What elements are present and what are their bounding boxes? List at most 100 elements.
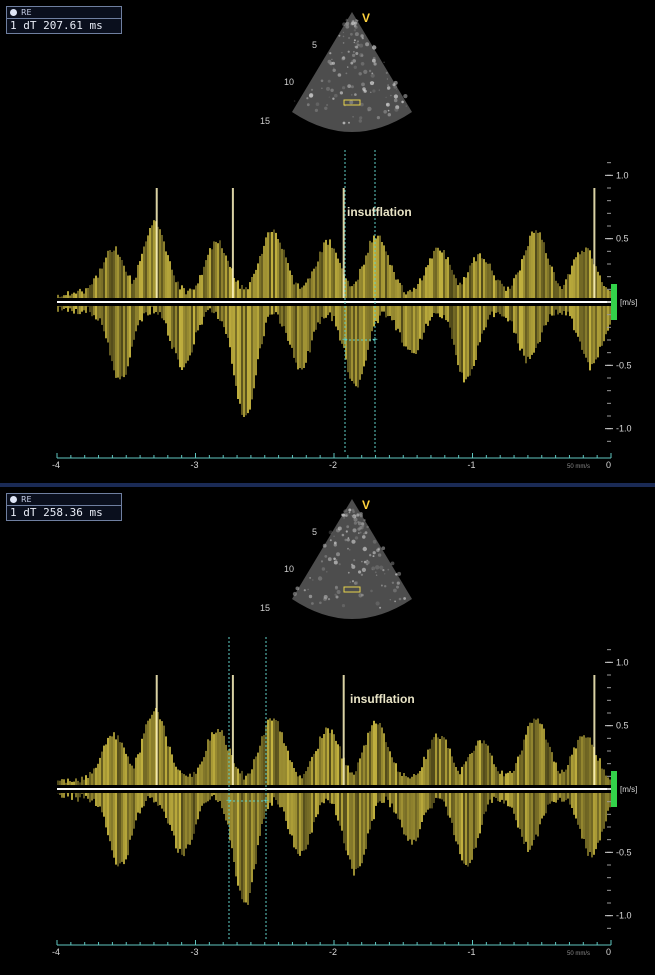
spectrum-column-negative <box>571 793 573 808</box>
spectrum-column-negative <box>293 793 295 848</box>
spectrum-column-negative <box>499 306 501 315</box>
spectrum-column-positive <box>315 266 317 298</box>
spectrum-column-positive <box>291 275 293 298</box>
echo-speckle <box>331 58 333 61</box>
spectrum-column-positive <box>515 274 517 298</box>
spectrum-column-positive <box>225 255 227 298</box>
spectrum-column-positive <box>507 772 509 785</box>
spectrum-column-negative <box>379 793 381 802</box>
spectrum-column-negative <box>131 793 133 836</box>
spectrum-column-positive <box>265 237 267 298</box>
spectrum-column-positive <box>405 776 407 785</box>
spectrum-column-negative <box>363 793 365 855</box>
spectrum-column-positive <box>99 268 101 298</box>
spectrum-column-negative <box>361 793 363 864</box>
spectrum-column-positive <box>143 733 145 785</box>
echo-speckle <box>353 517 358 522</box>
spectrum-column-positive <box>357 279 359 298</box>
spectrum-column-positive <box>451 756 453 785</box>
spectrum-column-negative <box>435 793 437 798</box>
insufflation-annotation: insufflation <box>347 205 412 219</box>
spectrum-column-negative <box>169 793 171 825</box>
echo-speckle <box>332 67 335 69</box>
spectrum-column-negative <box>99 306 101 319</box>
spectrum-column-positive <box>509 288 511 298</box>
echo-speckle <box>336 552 340 557</box>
spectrum-column-negative <box>81 306 83 312</box>
echo-speckle <box>372 539 377 544</box>
spectrum-column-positive <box>109 735 111 785</box>
echo-speckle <box>333 541 337 545</box>
spectrum-column-negative <box>383 793 385 803</box>
spectrum-column-negative <box>525 306 527 364</box>
spectrum-column-negative <box>95 306 97 320</box>
spectrum-column-positive <box>583 252 585 298</box>
spectrum-column-negative <box>403 793 405 835</box>
spectrum-column-negative <box>257 793 259 846</box>
spectrum-column-positive <box>183 774 185 785</box>
spectrum-column-negative <box>599 793 601 841</box>
spectrum-column-negative <box>441 793 443 800</box>
spectrum-column-positive <box>285 257 287 298</box>
spectrum-column-positive <box>477 254 479 298</box>
spectrum-column-positive <box>391 265 393 298</box>
spectrum-column-positive <box>329 239 331 298</box>
echo-speckle <box>361 82 365 87</box>
spectrum-column-positive <box>383 245 385 298</box>
spectrum-column-positive <box>551 752 553 785</box>
spectrum-column-positive <box>59 780 61 785</box>
spectrum-column-negative <box>337 793 339 821</box>
spectrum-column-positive <box>281 248 283 298</box>
spectrum-column-negative <box>185 793 187 849</box>
spectrum-column-positive <box>149 228 151 298</box>
spectrum-column-negative <box>235 306 237 386</box>
echo-speckle <box>382 569 385 572</box>
spectrum-column-negative <box>579 306 581 342</box>
spectrum-column-positive <box>293 768 295 785</box>
echo-speckle <box>365 563 368 566</box>
spectrum-column-negative <box>197 793 199 820</box>
spectrum-column-negative <box>329 306 331 313</box>
spectrum-column-positive <box>377 724 379 785</box>
spectrum-column-positive <box>577 252 579 298</box>
spectrum-column-negative <box>489 793 491 800</box>
spectrum-column-negative <box>329 793 331 804</box>
spectrum-column-positive <box>547 742 549 785</box>
echo-speckle <box>405 105 407 107</box>
spectrum-column-negative <box>269 306 271 315</box>
spectrum-column-positive <box>521 259 523 298</box>
spectrum-column-negative <box>217 306 219 319</box>
spectrum-column-positive <box>371 725 373 785</box>
spectrum-column-positive <box>491 755 493 785</box>
echo-speckle <box>387 86 391 90</box>
spectrum-column-positive <box>249 773 251 785</box>
time-tick-label: -4 <box>52 460 60 470</box>
spectrum-column-positive <box>497 279 499 298</box>
spectrum-column-negative <box>539 306 541 342</box>
echo-speckle <box>361 560 363 563</box>
spectrum-column-negative <box>163 306 165 321</box>
spectrum-column-negative <box>589 793 591 852</box>
spectrum-column-positive <box>159 719 161 785</box>
spectrum-column-negative <box>239 306 241 404</box>
spectrum-column-negative <box>79 306 81 315</box>
spectrum-column-negative <box>449 793 451 818</box>
spectrum-column-positive <box>423 756 425 785</box>
echo-speckle <box>351 539 356 544</box>
spectrum-column-positive <box>571 754 573 785</box>
echo-speckle <box>317 576 323 581</box>
spectrum-column-negative <box>79 793 81 798</box>
spectrum-column-negative <box>605 306 607 335</box>
echo-speckle <box>349 549 351 551</box>
spectrum-column-negative <box>299 306 301 368</box>
spectrum-column-positive <box>297 283 299 298</box>
spectrum-column-negative <box>121 793 123 862</box>
echo-speckle <box>360 62 365 66</box>
spectrum-column-negative <box>527 306 529 357</box>
spectrum-column-negative <box>127 793 129 856</box>
echo-speckle <box>323 595 328 599</box>
echo-speckle <box>342 35 345 38</box>
echo-speckle <box>352 515 355 518</box>
spectrum-column-negative <box>301 793 303 851</box>
spectrum-column-positive <box>323 242 325 298</box>
